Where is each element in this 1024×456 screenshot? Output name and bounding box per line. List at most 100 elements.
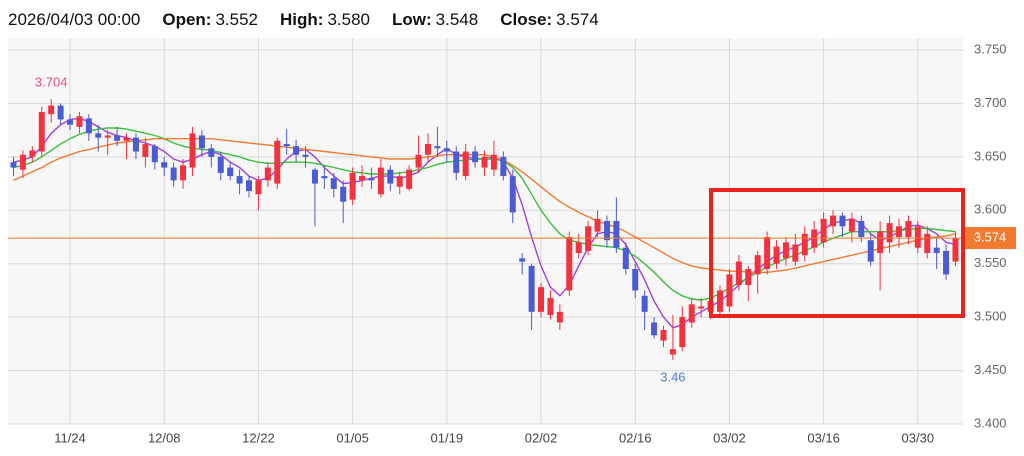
candle-body [443,148,450,152]
candle-body [547,297,554,316]
candle-body [283,144,290,147]
candle-body [189,133,196,168]
candle-body [132,137,139,152]
candle-body [180,165,187,181]
candle-body [905,220,912,237]
candle-body [895,226,902,237]
candle-body [801,233,808,256]
candle-body [754,255,761,275]
header-label: Low: [392,10,432,29]
candle-body [462,151,469,177]
candle-body [914,226,921,248]
header-item: High: 3.580 [280,10,370,30]
candle-body [632,269,639,291]
y-tick-label: 3.600 [974,202,1007,217]
header-item: Low: 3.548 [392,10,478,30]
candle-body [104,135,111,138]
candle-body [293,146,300,155]
candle-body [472,151,479,163]
header-label: Close: [500,10,553,29]
candle-body [933,247,940,254]
candle-body [434,146,441,149]
x-tick-label: 02/16 [619,430,652,445]
candle-body [227,167,234,177]
x-tick-label: 01/19 [431,430,464,445]
candle-body [509,176,516,213]
high-marker-label: 3.704 [35,75,68,90]
candle-body [566,237,573,291]
candle-body [877,231,884,254]
x-tick-label: 03/16 [807,430,840,445]
candle-body [406,169,413,189]
candle-body [698,306,705,309]
candle-body [368,178,375,181]
candle-body [839,215,846,227]
candle-body [830,215,837,227]
candle-body [217,156,224,173]
candle-body [867,240,874,262]
candle-body [424,144,431,155]
candle-body [556,311,563,323]
candle-body [311,169,318,184]
candle-body [377,167,384,195]
candle-body [95,133,102,138]
candle-body [387,169,394,184]
header-date: 2026/04/03 00:00 [8,10,141,29]
candle-body [660,329,667,341]
candle-body [735,261,742,286]
plot-background [8,38,963,424]
candle-body [142,144,149,157]
candle-body [603,220,610,241]
candle-body [490,154,497,170]
candle-body [76,116,83,127]
candle-body [359,176,366,181]
candle-body [528,265,535,312]
header-item: Close: 3.574 [500,10,599,30]
candle-body [848,218,855,232]
candle-body [246,180,252,192]
header-item: Open: 3.552 [162,10,258,30]
candle-body [114,135,121,141]
candle-body [67,119,74,125]
candle-body [820,218,827,243]
candle-body [29,150,36,157]
candle-body [622,247,629,270]
candle-body [330,178,337,189]
candle-body [415,154,422,168]
candle-body [519,258,526,262]
candle-body [594,218,601,232]
y-tick-label: 3.700 [974,95,1007,110]
candle-body [585,226,592,251]
candle-body [792,244,799,262]
header-label: Open: [162,10,212,29]
candle-body [952,238,959,262]
current-price-box [964,227,1016,250]
candle-body [575,242,582,254]
x-tick-label: 11/24 [54,430,86,445]
candle-body [613,220,620,248]
candle-body [264,167,271,181]
candle-body [726,274,733,307]
y-tick-label: 3.750 [974,41,1007,56]
candle-body [198,135,205,149]
candle-body [208,148,215,157]
candle-body [858,220,865,237]
candle-body [669,349,676,355]
candle-body [321,176,328,179]
candle-body [10,162,17,168]
candle-body [538,287,545,312]
candle-body [340,186,347,202]
candle-body [924,233,931,254]
candle-body [811,229,818,248]
x-tick-label: 01/05 [336,430,369,445]
candle-body [161,162,168,168]
y-tick-label: 3.400 [974,415,1007,430]
header-value: 3.580 [327,10,370,29]
candle-body [679,317,686,348]
candle-body [274,140,281,184]
current-price-label: 3.574 [974,230,1007,245]
candle-body [19,154,26,170]
x-tick-label: 12/22 [242,430,275,445]
candle-body [302,154,309,157]
